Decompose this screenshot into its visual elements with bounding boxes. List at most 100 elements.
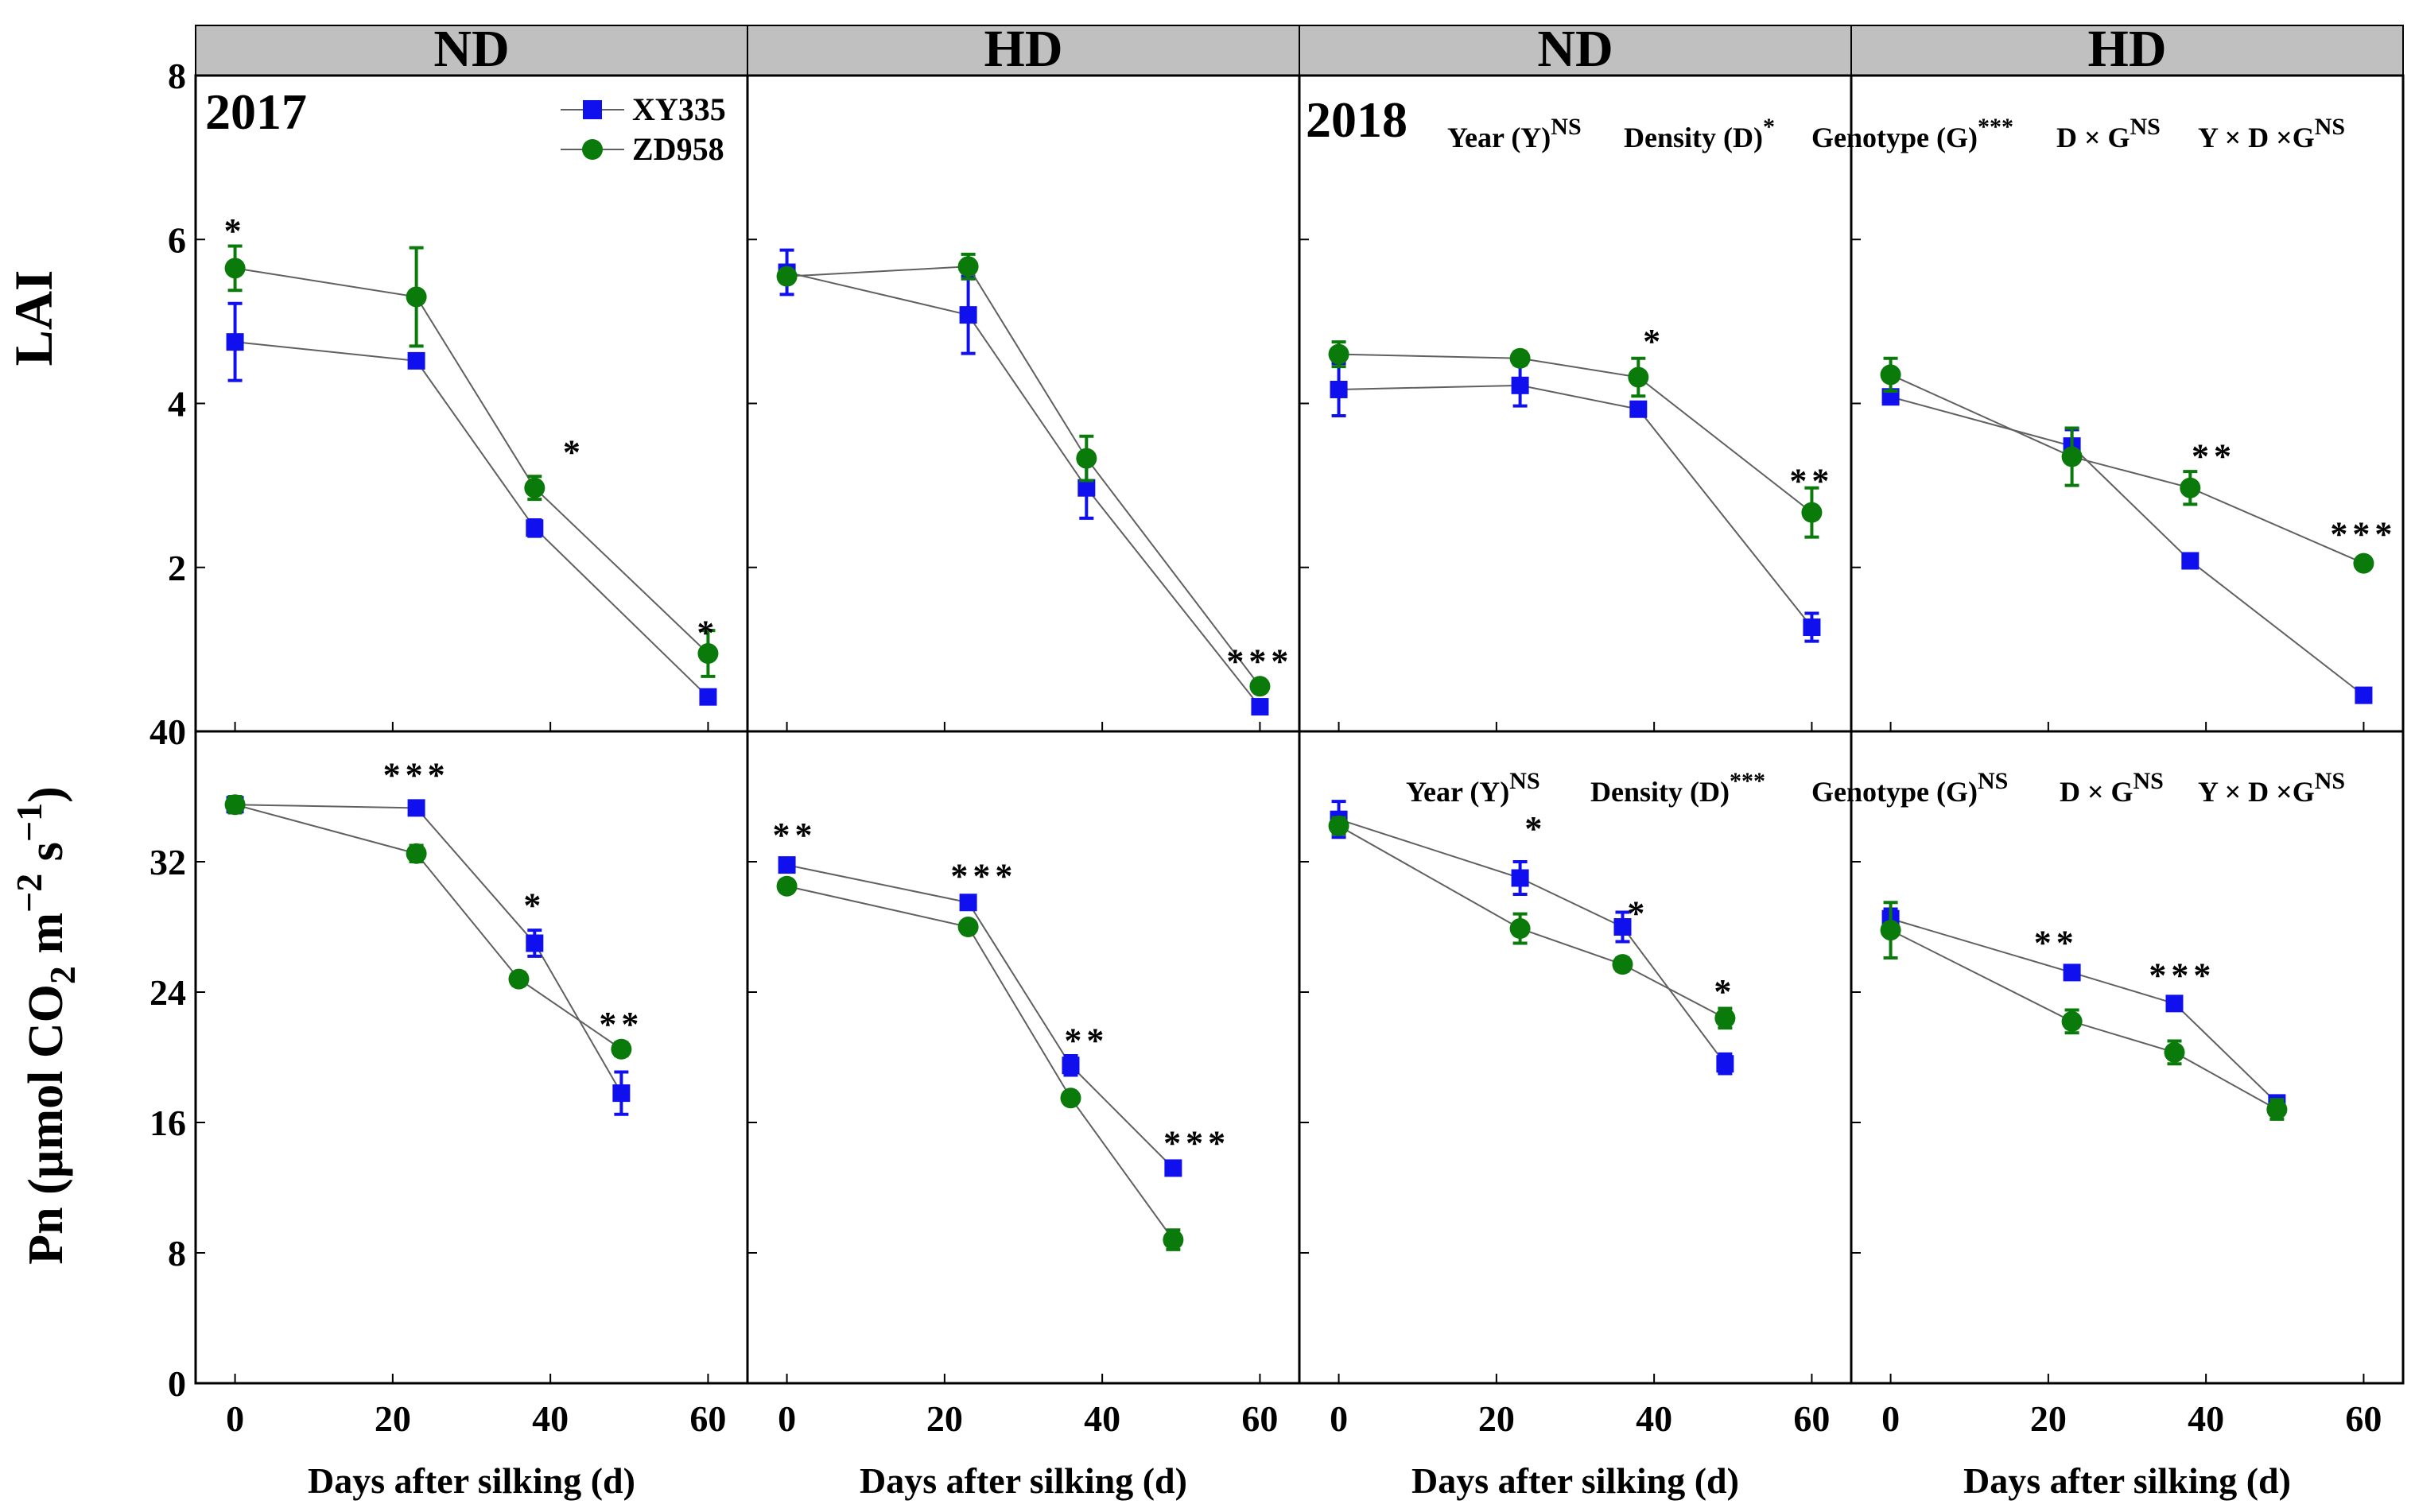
point-zd958 [2061, 446, 2083, 467]
legend-marker-xy335 [583, 100, 602, 119]
point-zd958 [1509, 347, 1531, 369]
point-xy335 [1511, 869, 1529, 887]
panel-2: *** [1298, 74, 1853, 733]
panel-header-hd: HD [2088, 20, 2167, 78]
panel-header-nd: ND [433, 20, 509, 78]
point-zd958 [611, 1038, 632, 1060]
stat-item: D × GNS [2056, 114, 2161, 153]
significance-label: ** [599, 1005, 643, 1044]
stat-item: Year (Y)NS [1406, 768, 1540, 808]
panel-frame [1298, 730, 1853, 1385]
stat-term: D × G [2056, 122, 2130, 153]
x-tick-label: 40 [1084, 1398, 1120, 1439]
significance-label: * [523, 886, 546, 925]
significance-label: ** [1789, 461, 1834, 500]
x-tick-label: 60 [2345, 1398, 2382, 1439]
stat-item: Genotype (G)NS [1811, 768, 2008, 808]
point-zd958 [1714, 1007, 1736, 1029]
point-xy335 [2063, 963, 2081, 982]
stat-term: Y × D ×G [2198, 122, 2315, 153]
x-axis-label: Days after silking (d) [1411, 1460, 1739, 1501]
significance-label: ** [2034, 924, 2079, 963]
series-line-zd958 [786, 885, 1174, 1241]
panel-header-bg [195, 25, 748, 76]
stat-significance: NS [1509, 768, 1539, 794]
pn-label-sup2: −1 [9, 803, 49, 842]
significance-label: ** [772, 816, 817, 855]
panel-frame [194, 730, 749, 1385]
point-xy335 [1613, 918, 1632, 936]
panel-header-bg [1299, 25, 1852, 76]
y-tick-label: 40 [149, 711, 186, 752]
significance-label: * [563, 432, 585, 471]
significance-label: ** [2192, 437, 2236, 476]
stat-significance: NS [2315, 768, 2345, 794]
point-xy335 [1803, 618, 1821, 637]
legend-label-zd958: ZD958 [632, 131, 724, 167]
x-tick-label: 20 [926, 1398, 963, 1439]
significance-label: *** [383, 755, 450, 794]
series-line-xy335 [235, 341, 709, 698]
year-label-2018: 2018 [1306, 91, 1407, 148]
point-xy335 [1062, 1056, 1080, 1075]
pn-label-suffix: ) [19, 786, 73, 803]
point-xy335 [959, 894, 977, 912]
x-tick-label: 0 [778, 1398, 796, 1439]
y-tick-label: 8 [168, 1233, 186, 1274]
significance-label: *** [2149, 956, 2215, 995]
point-xy335 [1511, 376, 1529, 394]
stat-significance: * [1763, 114, 1775, 140]
y-tick-label: 0 [168, 1363, 186, 1404]
significance-label: ** [1064, 1022, 1108, 1060]
stat-term: Genotype (G) [1811, 776, 1978, 808]
y-axis-label-lai: LAI [3, 270, 64, 366]
point-zd958 [524, 477, 546, 498]
stat-item: Year (Y)NS [1447, 114, 1582, 153]
significance-label: * [224, 211, 247, 250]
x-axis-label: Days after silking (d) [1963, 1460, 2291, 1501]
series-line-xy335 [1338, 384, 1813, 628]
point-xy335 [526, 934, 544, 952]
stat-significance: NS [1551, 114, 1581, 140]
point-xy335 [1164, 1159, 1182, 1177]
point-zd958 [1328, 343, 1349, 365]
stat-item: Density (D)* [1624, 114, 1775, 153]
stat-significance: *** [1978, 114, 2013, 140]
point-zd958 [1509, 918, 1531, 940]
series-line-zd958 [1890, 374, 2364, 564]
point-zd958 [224, 258, 246, 279]
panel-frame [194, 74, 749, 733]
point-zd958 [224, 794, 246, 816]
point-xy335 [2355, 686, 2373, 704]
x-tick-label: 0 [1330, 1398, 1348, 1439]
point-zd958 [406, 843, 427, 864]
y-tick-label: 6 [168, 219, 186, 260]
stat-term: Genotype (G) [1811, 122, 1978, 153]
pn-label-sup1: −2 [9, 874, 49, 913]
panel-header-hd: HD [984, 20, 1063, 78]
series-line-xy335 [786, 271, 1261, 708]
point-xy335 [1077, 479, 1096, 497]
point-zd958 [1801, 502, 1823, 523]
point-xy335 [1251, 698, 1269, 716]
stat-term: D × G [2060, 776, 2134, 808]
point-zd958 [1076, 448, 1097, 469]
y-tick-label: 4 [168, 384, 186, 425]
legend: XY335 ZD958 [561, 91, 726, 167]
stat-significance: NS [1978, 768, 2008, 794]
point-xy335 [1330, 380, 1348, 398]
x-axis-label: Days after silking (d) [860, 1460, 1187, 1501]
legend-marker-zd958 [582, 139, 603, 160]
stat-significance: NS [2130, 114, 2161, 140]
stat-significance: NS [2315, 114, 2345, 140]
panel-frame [746, 730, 1301, 1385]
point-zd958 [1628, 366, 1649, 388]
legend-label-xy335: XY335 [632, 91, 726, 127]
anova-stats-lai-2018: Year (Y)NS Density (D)* Genotype (G)*** D ×… [1447, 114, 2345, 153]
panel-header-bg [1850, 25, 2404, 76]
x-tick-label: 60 [689, 1398, 726, 1439]
stat-significance: *** [1730, 768, 1765, 794]
point-xy335 [226, 333, 244, 351]
